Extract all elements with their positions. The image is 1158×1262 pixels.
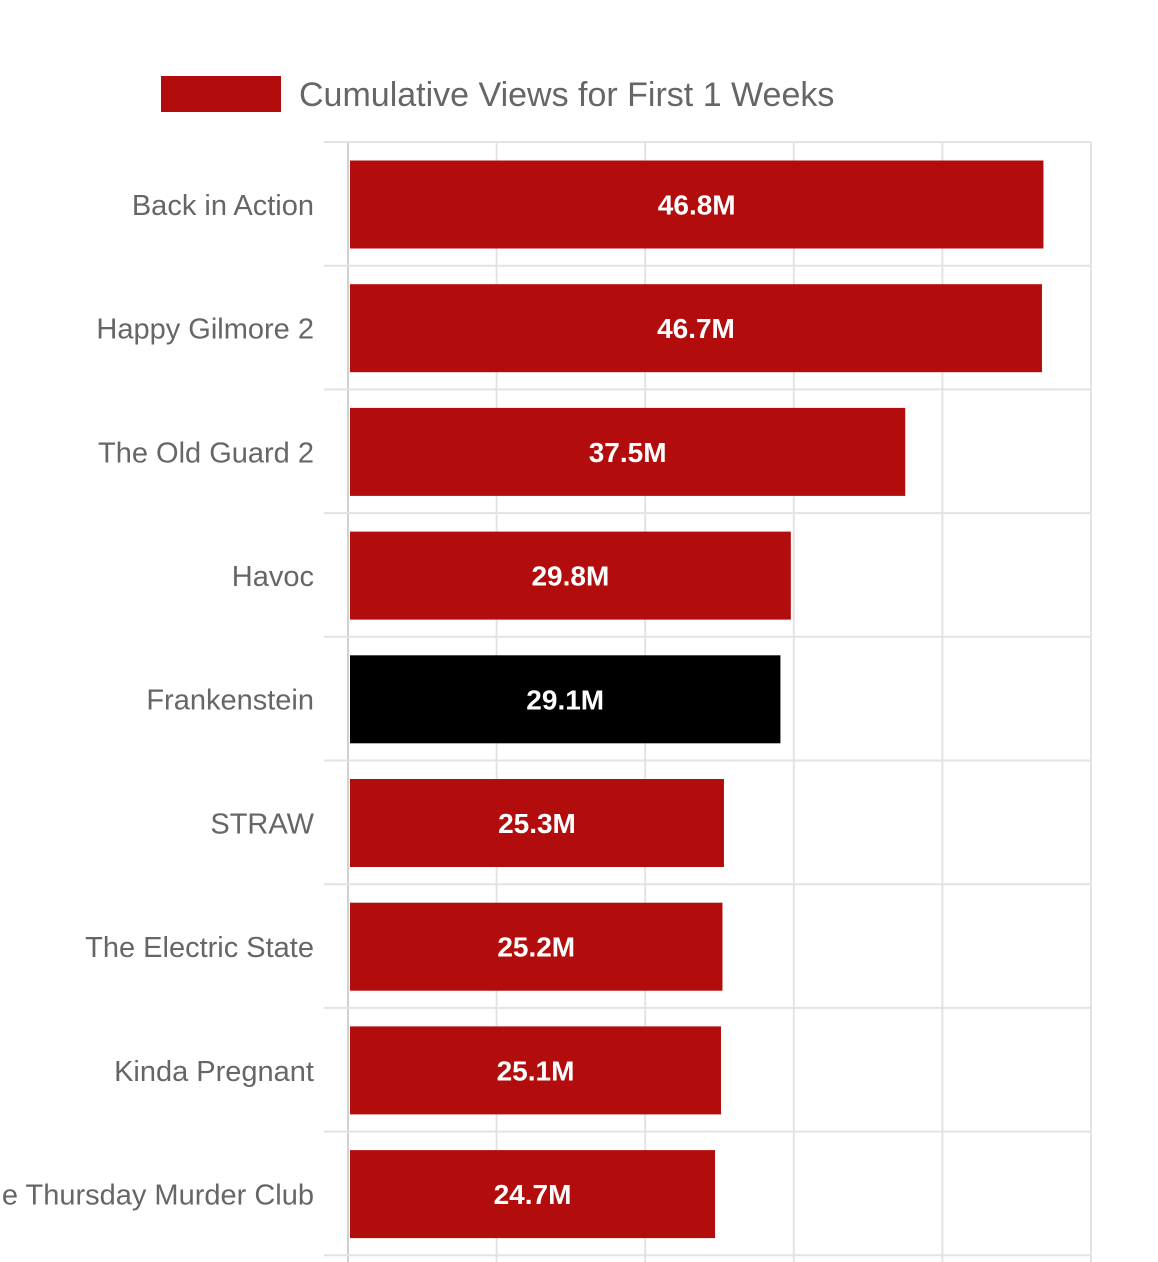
bar xyxy=(350,902,723,991)
category-label: The Thursday Murder Club xyxy=(0,1179,314,1211)
bar-value-label: 25.3M xyxy=(498,808,576,839)
bar-value-label: 24.7M xyxy=(494,1179,572,1210)
bars: 46.8M 46.7M 37.5M 29.8M 29.1M 25.3M 25.2M 25.1M… xyxy=(350,160,1044,1239)
bar xyxy=(350,531,791,620)
bar xyxy=(350,407,906,496)
category-label: Frankenstein xyxy=(146,685,314,717)
category-label: The Electric State xyxy=(85,932,314,964)
bar-highlighted xyxy=(350,655,781,744)
bar xyxy=(350,284,1042,373)
bar-value-label: 46.8M xyxy=(658,190,736,221)
category-labels: Back in Action Happy Gilmore 2 The Old Gua… xyxy=(0,190,315,1212)
category-label: Kinda Pregnant xyxy=(114,1056,314,1088)
category-label: Havoc xyxy=(232,561,314,593)
legend-swatch xyxy=(161,76,281,112)
bar-value-label: 29.8M xyxy=(531,561,609,592)
legend: Cumulative Views for First 1 Weeks xyxy=(161,76,834,114)
grid xyxy=(324,141,1092,1262)
bar xyxy=(350,1150,716,1239)
category-label: The Old Guard 2 xyxy=(98,437,314,469)
bar-value-label: 37.5M xyxy=(589,437,667,468)
bar xyxy=(350,160,1044,249)
bar xyxy=(350,779,724,867)
bar-value-label: 25.2M xyxy=(497,932,575,963)
category-label: STRAW xyxy=(210,808,314,840)
category-label: Happy Gilmore 2 xyxy=(96,314,314,346)
legend-label: Cumulative Views for First 1 Weeks xyxy=(299,76,834,114)
bar-value-label: 46.7M xyxy=(657,313,735,344)
bar-value-label: 25.1M xyxy=(497,1055,575,1086)
category-label: Back in Action xyxy=(132,190,314,222)
bar-value-label: 29.1M xyxy=(526,684,604,715)
bar xyxy=(350,1026,721,1115)
